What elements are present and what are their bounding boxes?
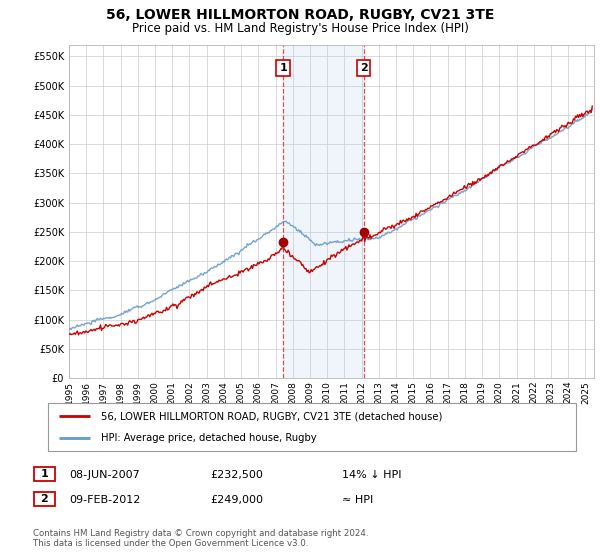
FancyBboxPatch shape [34,466,55,481]
Text: ≈ HPI: ≈ HPI [342,495,373,505]
Text: 09-FEB-2012: 09-FEB-2012 [69,495,140,505]
Text: Contains HM Land Registry data © Crown copyright and database right 2024.: Contains HM Land Registry data © Crown c… [33,529,368,538]
Text: £232,500: £232,500 [210,470,263,480]
Text: 1: 1 [41,469,48,479]
FancyBboxPatch shape [48,403,576,451]
Bar [283,45,364,378]
Text: 14% ↓ HPI: 14% ↓ HPI [342,470,401,480]
Text: Price paid vs. HM Land Registry's House Price Index (HPI): Price paid vs. HM Land Registry's House … [131,22,469,35]
FancyBboxPatch shape [34,492,55,506]
Text: 56, LOWER HILLMORTON ROAD, RUGBY, CV21 3TE: 56, LOWER HILLMORTON ROAD, RUGBY, CV21 3… [106,8,494,22]
Text: 1: 1 [279,63,287,73]
Text: HPI: Average price, detached house, Rugby: HPI: Average price, detached house, Rugb… [101,433,316,443]
Text: 2: 2 [359,63,367,73]
Text: £249,000: £249,000 [210,495,263,505]
Text: This data is licensed under the Open Government Licence v3.0.: This data is licensed under the Open Gov… [33,539,308,548]
Text: 56, LOWER HILLMORTON ROAD, RUGBY, CV21 3TE (detached house): 56, LOWER HILLMORTON ROAD, RUGBY, CV21 3… [101,411,442,421]
Text: 2: 2 [41,494,48,504]
Text: 08-JUN-2007: 08-JUN-2007 [69,470,140,480]
